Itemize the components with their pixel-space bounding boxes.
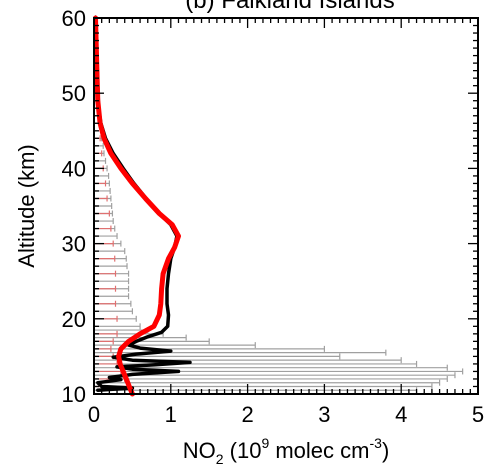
x-tick-label: 4: [395, 402, 407, 427]
x-tick-label: 1: [165, 402, 177, 427]
y-tick-label: 10: [62, 382, 86, 407]
x-tick-label: 2: [241, 402, 253, 427]
y-tick-label: 60: [62, 6, 86, 31]
x-tick-label: 5: [472, 402, 484, 427]
x-tick-label: 0: [88, 402, 100, 427]
x-axis-title-after: molec cm: [269, 438, 369, 463]
x-axis-title-sup2: -3: [369, 435, 382, 451]
x-axis-title-sub: 2: [216, 451, 224, 467]
x-axis-title-prefix: NO: [183, 438, 216, 463]
x-axis-title-suffix: ): [382, 438, 389, 463]
tick-labels-layer: 0 1 2 3 4 5 10 20 30 40 50 60: [62, 6, 485, 427]
y-tick-label: 50: [62, 81, 86, 106]
x-tick-label: 3: [318, 402, 330, 427]
series-line-1: [93, 15, 181, 397]
chart-title: (b) Falkland Islands: [185, 0, 394, 14]
x-axis-title-sup1: 9: [261, 435, 269, 451]
x-axis-title: NO2 (109 molec cm-3): [183, 435, 390, 467]
ticks-layer: [93, 17, 479, 395]
y-axis-title: Altitude (km): [14, 144, 39, 267]
y-tick-label: 40: [62, 156, 86, 181]
y-tick-label: 30: [62, 232, 86, 257]
series-layer: [93, 15, 192, 397]
y-tick-label: 20: [62, 307, 86, 332]
x-axis-title-mid: (10: [224, 438, 262, 463]
